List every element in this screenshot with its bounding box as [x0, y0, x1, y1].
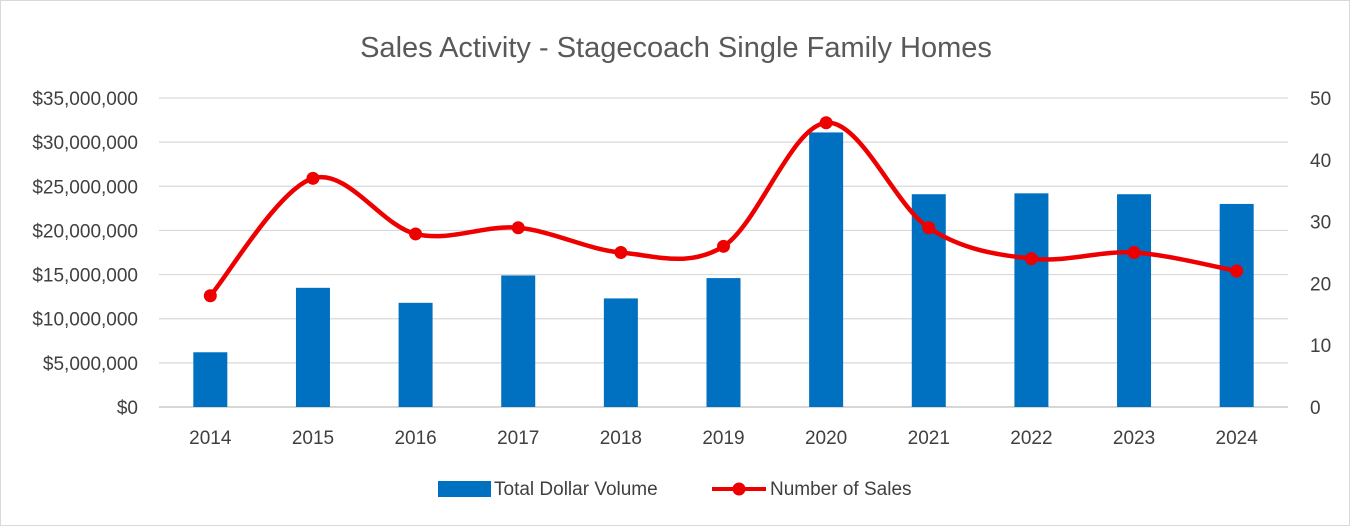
- right-tick-label: 0: [1310, 398, 1321, 419]
- x-axis: 2014 2015 2016 2017 2018 2019 2020 2021 2022 2023…: [189, 428, 1258, 449]
- point-number-of-sales: [922, 221, 936, 235]
- left-tick-label: $25,000,000: [32, 177, 138, 198]
- bar-total-dollar-volume: [193, 352, 228, 407]
- bar-total-dollar-volume: [295, 287, 330, 407]
- point-number-of-sales: [1127, 246, 1141, 259]
- point-number-of-sales: [511, 221, 525, 235]
- right-tick-label: 20: [1310, 274, 1331, 295]
- line-number-of-sales: [208, 120, 1239, 299]
- point-number-of-sales: [306, 171, 320, 185]
- legend-marker-number-of-sales: [732, 482, 746, 496]
- bar-total-dollar-volume: [706, 278, 741, 407]
- bar-series: [193, 132, 1254, 407]
- point-number-of-sales: [717, 239, 730, 253]
- bar-total-dollar-volume: [603, 298, 638, 407]
- x-tick-label: 2015: [292, 428, 334, 449]
- left-tick-label: $10,000,000: [32, 310, 138, 331]
- left-tick-label: $5,000,000: [43, 354, 138, 375]
- left-tick-label: $20,000,000: [32, 221, 138, 242]
- x-tick-label: 2016: [394, 428, 436, 449]
- x-tick-label: 2014: [189, 428, 232, 449]
- x-tick-label: 2019: [702, 428, 744, 449]
- left-tick-label: $30,000,000: [32, 133, 138, 154]
- legend-swatch-total-dollar-volume: [438, 481, 491, 497]
- point-number-of-sales: [819, 116, 833, 130]
- right-tick-label: 30: [1310, 213, 1331, 234]
- bar-total-dollar-volume: [398, 302, 433, 407]
- x-tick-label: 2021: [908, 428, 950, 449]
- left-tick-label: $35,000,000: [32, 89, 138, 110]
- x-tick-label: 2024: [1216, 428, 1259, 449]
- x-tick-label: 2020: [805, 428, 847, 449]
- point-number-of-sales: [614, 246, 628, 259]
- right-tick-label: 10: [1310, 336, 1331, 357]
- left-tick-label: $15,000,000: [32, 266, 138, 287]
- legend: Total Dollar Volume Number of Sales: [438, 479, 912, 500]
- x-tick-label: 2023: [1113, 428, 1155, 449]
- line-series: [203, 116, 1244, 303]
- bar-total-dollar-volume: [1219, 203, 1254, 407]
- x-tick-label: 2017: [497, 428, 539, 449]
- legend-label-total-dollar-volume: Total Dollar Volume: [494, 479, 658, 500]
- point-number-of-sales: [1230, 264, 1244, 278]
- x-tick-label: 2018: [600, 428, 642, 449]
- chart-title: Sales Activity - Stagecoach Single Famil…: [360, 32, 992, 64]
- bar-total-dollar-volume: [809, 132, 844, 407]
- legend-label-number-of-sales: Number of Sales: [770, 479, 912, 500]
- x-tick-label: 2022: [1010, 428, 1052, 449]
- right-tick-label: 50: [1310, 89, 1331, 110]
- bar-total-dollar-volume: [1117, 194, 1152, 407]
- left-tick-label: $0: [117, 398, 138, 419]
- right-axis: 0 10 20 30 40 50: [1310, 89, 1331, 419]
- bar-total-dollar-volume: [501, 275, 536, 407]
- right-tick-label: 40: [1310, 151, 1331, 172]
- point-number-of-sales: [203, 289, 217, 303]
- point-number-of-sales: [1024, 252, 1038, 266]
- point-number-of-sales: [409, 227, 423, 241]
- left-axis: $0 $5,000,000 $10,000,000 $15,000,000 $20,00…: [32, 89, 138, 419]
- bar-total-dollar-volume: [1014, 193, 1049, 407]
